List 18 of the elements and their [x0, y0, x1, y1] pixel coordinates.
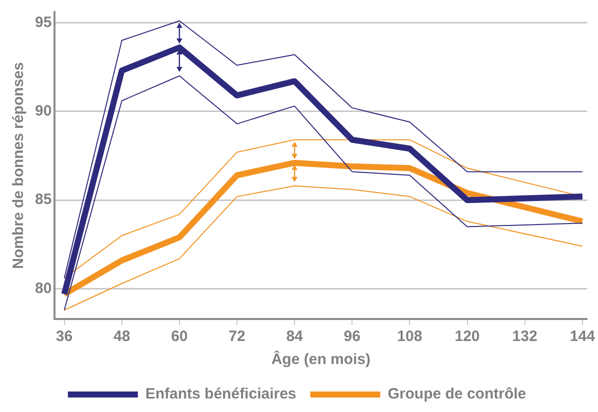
x-tick-label: 72 — [228, 328, 246, 346]
x-tick-label: 108 — [397, 328, 422, 346]
y-tick-label: 80 — [34, 280, 52, 297]
y-tick-label: 95 — [34, 14, 52, 31]
x-tick-label: 96 — [344, 328, 360, 346]
legend-label: Enfants bénéficiaires — [145, 386, 296, 403]
x-tick-label: 144 — [570, 328, 596, 346]
x-tick-label: 84 — [286, 328, 304, 346]
x-tick-label: 48 — [114, 328, 130, 346]
x-tick-label: 120 — [454, 328, 480, 346]
y-tick-label: 85 — [34, 191, 52, 208]
x-tick-label: 36 — [56, 328, 73, 346]
y-tick-label: 90 — [34, 102, 52, 120]
x-tick-label: 132 — [512, 328, 538, 346]
x-axis-title: Âge (en mois) — [271, 350, 371, 368]
y-axis-title: Nombre de bonnes réponses — [10, 62, 28, 269]
x-tick-label: 60 — [171, 328, 188, 346]
legend-label: Groupe de contrôle — [388, 386, 526, 403]
